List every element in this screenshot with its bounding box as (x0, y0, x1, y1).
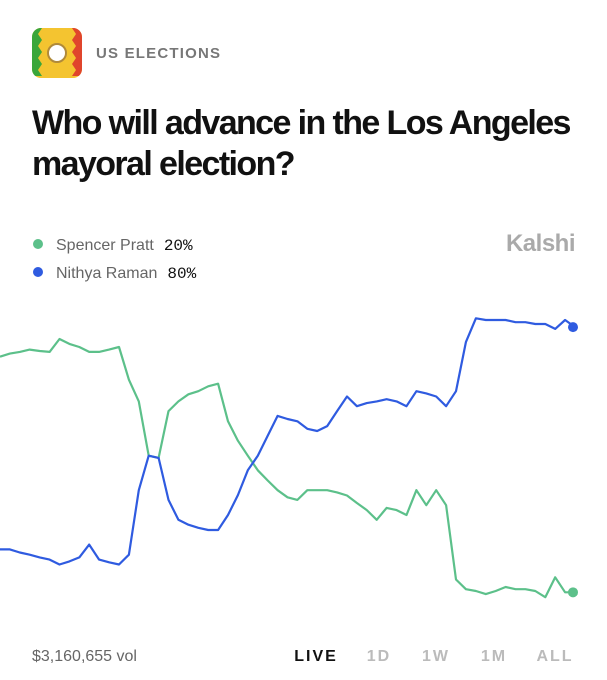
legend: Spencer Pratt 20% Nithya Raman 80% (33, 237, 197, 283)
time-range-tabs: LIVE 1D 1W 1M ALL (294, 648, 573, 665)
time-tab[interactable]: 1D (367, 648, 391, 665)
current-dot (568, 587, 578, 598)
market-icon (32, 28, 82, 78)
legend-label: Nithya Raman (56, 265, 157, 282)
plot-area (0, 317, 578, 599)
category-label: US ELECTIONS (96, 45, 221, 62)
volume: $3,160,655 vol (32, 648, 137, 665)
legend-value: 80% (167, 265, 196, 283)
legend-dot (33, 267, 43, 277)
legend-value: 20% (164, 237, 193, 255)
legend-label: Spencer Pratt (56, 237, 154, 254)
time-tab[interactable]: LIVE (294, 648, 338, 665)
series-line (0, 337, 575, 599)
time-tab[interactable]: 1W (422, 648, 450, 665)
time-tab[interactable]: ALL (536, 648, 573, 665)
brand-logo: Kalshi (506, 230, 575, 257)
time-tab[interactable]: 1M (481, 648, 507, 665)
market-title: Who will advance in the Los Angeles (32, 104, 571, 142)
legend-dot (33, 239, 43, 249)
market-title: mayoral election? (32, 145, 294, 183)
series-line (0, 317, 576, 566)
current-dot (568, 322, 578, 333)
